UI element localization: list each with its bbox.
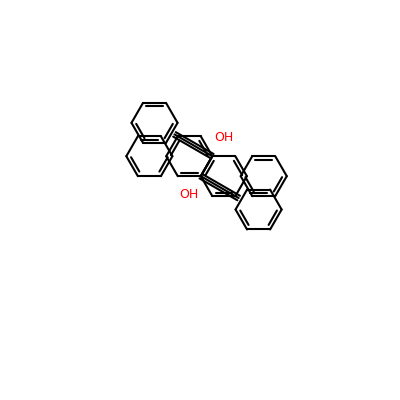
- Text: OH: OH: [180, 188, 199, 201]
- Text: OH: OH: [214, 131, 234, 144]
